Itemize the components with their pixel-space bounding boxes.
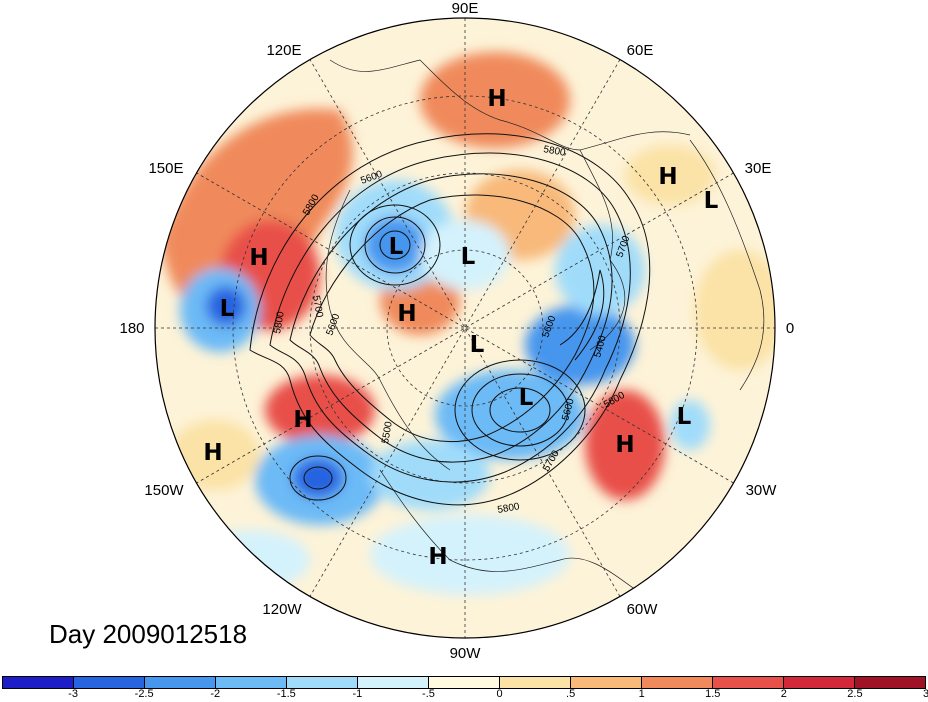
pressure-center-label: L (704, 188, 719, 214)
colorbar-tick-label: -1 (352, 688, 363, 700)
colorbar-tick-label: 2.5 (847, 688, 863, 700)
colorbar (2, 676, 926, 689)
lon-label-150w: 150W (144, 482, 184, 499)
colorbar-swatch (358, 677, 429, 688)
contour-label: 5800 (272, 310, 287, 334)
lon-label-0: 0 (786, 320, 794, 337)
contour-label: 5800 (542, 144, 566, 159)
colorbar-tick-label: -.5 (422, 688, 435, 700)
pressure-center-label: L (677, 404, 692, 430)
pressure-center-label: H (428, 544, 447, 570)
polar-stereographic-map: 90E 60E 30E 0 30W 60W 90W 120W 150W 180 … (119, 0, 794, 662)
pressure-center-label: H (397, 301, 416, 327)
colorbar-tick-label: -2.5 (134, 688, 154, 700)
map-boundary (154, 17, 776, 639)
lon-label-120w: 120W (262, 601, 302, 618)
colorbar-swatch (784, 677, 855, 688)
pressure-center-label: H (249, 245, 268, 271)
colorbar-swatch (500, 677, 571, 688)
pressure-center-label: H (658, 164, 677, 190)
pressure-center-label: H (615, 432, 634, 458)
colorbar-tick-label: -1.5 (276, 688, 296, 700)
lon-label-90w: 90W (450, 645, 482, 662)
lon-label-30e: 30E (745, 160, 772, 177)
colorbar-swatch (3, 677, 74, 688)
colorbar-tick-label: -2 (210, 688, 221, 700)
colorbar-swatch (429, 677, 500, 688)
lon-label-120e: 120E (266, 42, 301, 59)
lon-label-150e: 150E (148, 160, 183, 177)
lon-label-180: 180 (119, 320, 144, 337)
pressure-center-label: L (461, 244, 476, 270)
pressure-center-label: L (389, 234, 404, 260)
lon-label-60e: 60E (627, 42, 654, 59)
colorbar-tick-label: 2 (780, 688, 787, 700)
colorbar-swatch (145, 677, 216, 688)
pressure-center-label: H (293, 407, 312, 433)
colorbar-tick-label: 3 (922, 688, 928, 700)
pressure-center-label: L (519, 385, 534, 411)
anomaly-shading (155, 18, 775, 638)
pressure-center-label: H (487, 86, 506, 112)
colorbar-swatch (74, 677, 145, 688)
lon-label-60w: 60W (627, 601, 659, 618)
colorbar-swatch (287, 677, 358, 688)
height-contours (249, 133, 651, 506)
lon-label-90e: 90E (452, 0, 479, 17)
contour-label: 5800 (497, 501, 521, 516)
contour-label: 5700 (310, 295, 325, 319)
colorbar-tick-label: 1 (638, 688, 645, 700)
colorbar-swatch (642, 677, 713, 688)
colorbar-tick-label: 0 (496, 688, 503, 700)
colorbar-swatch (713, 677, 784, 688)
colorbar-tick-labels: -3 -2.5 -2 -1.5 -1 -.5 0 .5 1 1.5 2 2.5 3 (2, 688, 928, 702)
lon-label-30w: 30W (746, 482, 778, 499)
colorbar-swatch (571, 677, 642, 688)
contour-label: 5500 (380, 420, 395, 444)
colorbar-tick-label: .5 (566, 688, 576, 700)
colorbar-tick-label: -3 (68, 688, 78, 700)
date-title: Day 2009012518 (49, 619, 248, 649)
colorbar-swatch (216, 677, 287, 688)
graticule (155, 18, 775, 638)
pressure-center-label: H (203, 440, 222, 466)
colorbar-swatch (855, 677, 925, 688)
pressure-center-label: L (470, 332, 485, 358)
pressure-centers: H H L H L L H L L H H L L H H H H (203, 86, 719, 570)
colorbar-tick-label: 1.5 (705, 688, 721, 700)
longitude-labels: 90E 60E 30E 0 30W 60W 90W 120W 150W 180 … (119, 0, 794, 662)
pressure-center-label: L (220, 296, 235, 322)
